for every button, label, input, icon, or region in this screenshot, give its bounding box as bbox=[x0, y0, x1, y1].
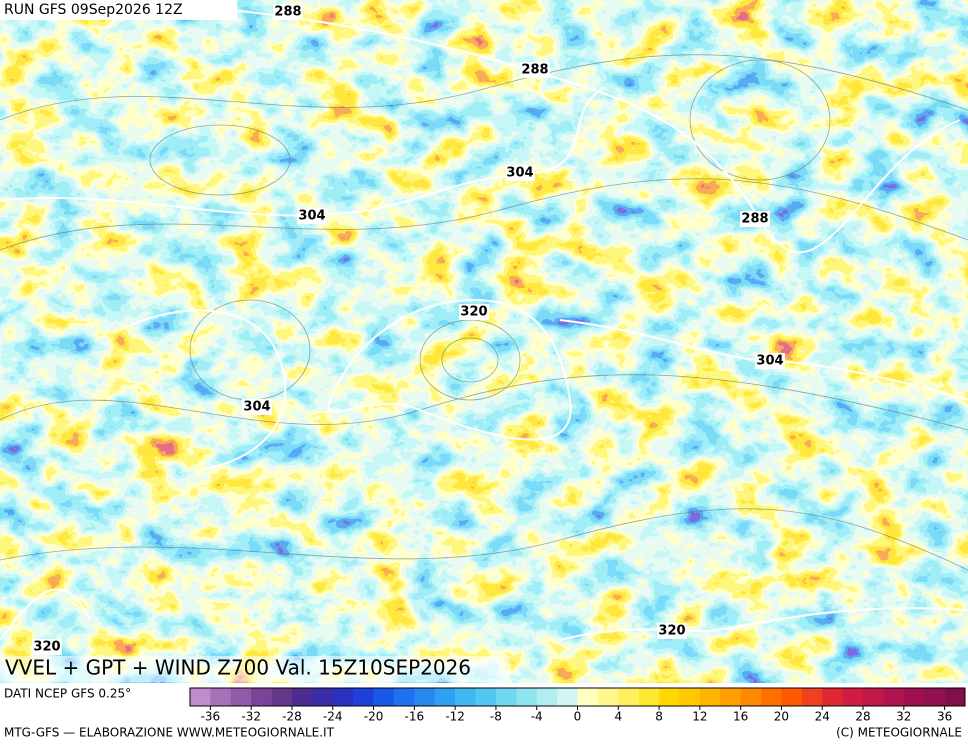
colorbar-swatch bbox=[577, 688, 599, 706]
contour-label-bg bbox=[297, 208, 327, 224]
contour-label: 320 bbox=[33, 640, 60, 655]
colorbar-swatch bbox=[230, 688, 252, 706]
colorbar-swatch bbox=[251, 688, 272, 706]
colorbar-tick-label: -36 bbox=[201, 710, 221, 724]
colorbar-swatch bbox=[332, 688, 354, 706]
colorbar: -36 -32 -28 -24 -20 -16 -12 -8 -4 0 4 8 12 16 20 24 28 32… bbox=[189, 687, 966, 724]
colorbar-swatch bbox=[720, 688, 741, 706]
colorbar-swatch bbox=[353, 688, 374, 706]
colorbar-swatch bbox=[455, 688, 476, 706]
contour-label-bg bbox=[273, 4, 303, 20]
contour-label: 320 bbox=[460, 305, 487, 320]
colorbar-swatch bbox=[291, 688, 313, 706]
colorbar-tick-label: -28 bbox=[282, 710, 302, 724]
colorbar-swatch bbox=[434, 688, 456, 706]
run-label: RUN GFS 09Sep2026 12Z bbox=[4, 2, 183, 18]
colorbar-swatch bbox=[801, 688, 823, 706]
colorbar-swatch bbox=[210, 688, 232, 706]
colorbar-swatch bbox=[271, 688, 293, 706]
colorbar-tick-label: 28 bbox=[855, 710, 870, 724]
colorbar-swatch bbox=[618, 688, 639, 706]
map-title: VVEL + GPT + WIND Z700 Val. 15Z10SEP2026 bbox=[5, 656, 471, 680]
contour-label-bg bbox=[242, 399, 272, 415]
source-label: DATI NCEP GFS 0.25° bbox=[4, 687, 131, 701]
colorbar-tick-label: -24 bbox=[323, 710, 343, 724]
vvel-field bbox=[0, 0, 968, 683]
contour-label-bg bbox=[505, 165, 535, 181]
colorbar-swatch bbox=[781, 688, 803, 706]
colorbar-tick-label: 20 bbox=[774, 710, 789, 724]
colorbar-tick-label: 8 bbox=[655, 710, 663, 724]
colorbar-swatch bbox=[536, 688, 558, 706]
colorbar-swatch bbox=[699, 688, 721, 706]
contour-label: 304 bbox=[756, 354, 783, 369]
colorbar-swatch bbox=[842, 688, 864, 706]
credit: MTG-GFS — ELABORAZIONE WWW.METEOGIORNALE… bbox=[4, 726, 335, 740]
contour-label: 304 bbox=[243, 400, 270, 415]
colorbar-tick-label: 36 bbox=[937, 710, 952, 724]
contour-label: 304 bbox=[298, 209, 325, 224]
contour-label: 320 bbox=[658, 624, 685, 639]
colorbar-tick-label: -16 bbox=[405, 710, 425, 724]
colorbar-swatch bbox=[312, 688, 334, 706]
contour-label: 288 bbox=[521, 63, 548, 78]
contour-label: 304 bbox=[506, 166, 533, 181]
colorbar-swatch bbox=[903, 688, 925, 706]
colorbar-tick-label: -32 bbox=[241, 710, 261, 724]
contour-label-bg bbox=[459, 304, 489, 320]
map: 288 288 304 288 304 320 304 304 320 320 VVEL + GP… bbox=[0, 0, 968, 683]
colorbar-swatch bbox=[495, 688, 517, 706]
colorbar-swatch bbox=[475, 688, 497, 706]
colorbar-tick-label: 0 bbox=[574, 710, 582, 724]
contour-label-bg bbox=[32, 639, 62, 655]
colorbar-tick-label: -20 bbox=[364, 710, 384, 724]
contour-label: 288 bbox=[741, 212, 768, 227]
colorbar-tick-label: 16 bbox=[733, 710, 748, 724]
contour-label-bg bbox=[520, 62, 550, 78]
colorbar-swatch bbox=[414, 688, 436, 706]
title-band bbox=[0, 656, 510, 682]
contour-label-bg bbox=[657, 623, 687, 639]
colorbar-swatch bbox=[190, 688, 211, 706]
gpt-contours bbox=[0, 9, 968, 641]
colorbar-tick-label: -4 bbox=[531, 710, 543, 724]
colorbar-tick-label: -12 bbox=[445, 710, 465, 724]
colorbar-tick-label: 24 bbox=[815, 710, 830, 724]
colorbar-swatch bbox=[863, 688, 884, 706]
colorbar-swatch bbox=[638, 688, 660, 706]
contour-label-bg bbox=[740, 211, 770, 227]
colorbar-tick-label: 32 bbox=[896, 710, 911, 724]
colorbar-swatch bbox=[740, 688, 762, 706]
contour-label-bg bbox=[755, 353, 785, 369]
copyright: (C) METEOGIORNALE bbox=[836, 726, 962, 740]
colorbar-tick-label: 12 bbox=[692, 710, 707, 724]
colorbar-swatch bbox=[597, 688, 619, 706]
colorbar-tick-label: -8 bbox=[490, 710, 502, 724]
colorbar-swatch bbox=[883, 688, 905, 706]
colorbar-swatch bbox=[557, 688, 578, 706]
colorbar-swatch bbox=[944, 688, 966, 706]
contour-label: 288 bbox=[274, 5, 301, 20]
colorbar-swatch bbox=[516, 688, 538, 706]
colorbar-swatch bbox=[924, 688, 945, 706]
colorbar-swatch bbox=[373, 688, 395, 706]
colorbar-tick-label: 4 bbox=[614, 710, 622, 724]
run-box bbox=[0, 0, 237, 20]
colorbar-swatch bbox=[393, 688, 415, 706]
contour-labels: 288 288 304 288 304 320 304 304 320 320 bbox=[32, 4, 785, 655]
colorbar-swatch bbox=[761, 688, 782, 706]
colorbar-swatch bbox=[679, 688, 701, 706]
colorbar-swatch bbox=[659, 688, 680, 706]
colorbar-swatch bbox=[822, 688, 843, 706]
